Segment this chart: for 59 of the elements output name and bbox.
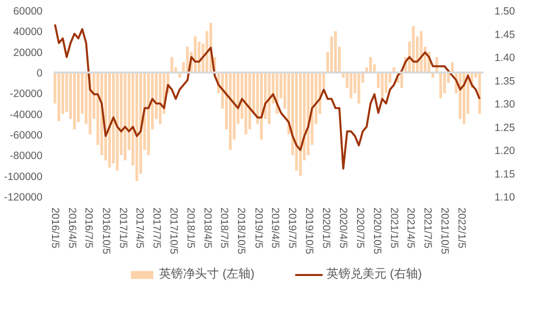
bar (108, 72, 111, 168)
y2-tick-label: 1.10 (494, 192, 516, 204)
x-tick-label: 2020/1/5 (320, 208, 332, 249)
y-tick-label: 40000 (13, 26, 43, 38)
y-tick-label: -100000 (4, 170, 43, 183)
y-tick-label: -80000 (10, 150, 43, 162)
bar (334, 31, 337, 72)
y2-tick-label: 1.15 (494, 168, 516, 180)
y-tick-label: -120000 (4, 192, 43, 204)
x-tick-label: 2019/7/5 (286, 208, 298, 249)
x-tick-label: 2018/4/5 (201, 208, 214, 249)
y-tick-label: -60000 (10, 130, 43, 142)
x-tick-label: 2018/10/5 (235, 208, 248, 254)
line-series (54, 23, 481, 170)
bar (260, 72, 263, 140)
x-tick-label: 2016/1/5 (48, 208, 61, 249)
x-tick-label: 2017/4/5 (134, 208, 146, 249)
legend-label: 英镑兑美元 (右轴) (326, 266, 422, 282)
y-tick-label: 60000 (13, 6, 43, 18)
bar (369, 57, 372, 72)
y2-tick-label: 1.20 (494, 145, 516, 157)
x-tick-label: 2020/7/5 (354, 208, 366, 249)
y2-tick-label: 1.25 (494, 122, 516, 134)
x-tick-label: 2021/1/5 (388, 208, 400, 249)
y2-tick-label: 1.35 (494, 75, 516, 88)
y-tick-label: 20000 (13, 46, 43, 59)
x-tick-label: 2019/10/5 (302, 208, 315, 254)
y2-tick-label: 1.50 (494, 6, 516, 18)
x-tick-label: 2016/7/5 (82, 208, 95, 249)
y2-tick-label: 1.40 (494, 52, 516, 64)
x-tick-label: 2019/1/5 (252, 208, 264, 249)
bar (350, 72, 352, 98)
x-tick-label: 2018/7/5 (218, 208, 230, 249)
x-tick-label: 2021/10/5 (438, 208, 451, 254)
x-tick-label: 2021/7/5 (421, 208, 434, 249)
x-tick-label: 2019/4/5 (268, 208, 281, 249)
bar (478, 72, 481, 114)
bar (147, 72, 150, 156)
y-tick-label: -40000 (10, 108, 43, 121)
bar (73, 72, 76, 130)
legend-label: 英镑净头寸 (左轴) (159, 266, 254, 282)
x-tick-label: 2017/7/5 (150, 208, 162, 249)
x-tick-label: 2018/1/5 (184, 208, 197, 249)
y2-tick-label: 1.45 (494, 28, 516, 41)
x-tick-label: 2020/10/5 (370, 208, 383, 254)
x-tick-label: 2016/10/5 (100, 208, 112, 254)
bar (58, 72, 60, 122)
x-tick-label: 2016/4/5 (66, 208, 78, 249)
y-tick-label: -20000 (10, 88, 43, 100)
x-tick-label: 2022/1/5 (456, 208, 468, 249)
y2-tick-label: 1.30 (494, 98, 516, 110)
y-tick-label: 0 (36, 68, 43, 80)
bar (186, 46, 189, 72)
bar (124, 72, 126, 160)
x-tick-label: 2017/10/5 (168, 208, 180, 254)
x-tick-label: 2021/4/5 (404, 208, 417, 249)
x-tick-label: 2017/1/5 (116, 208, 129, 249)
x-tick-label: 2020/4/5 (336, 208, 349, 249)
bar (299, 72, 302, 176)
